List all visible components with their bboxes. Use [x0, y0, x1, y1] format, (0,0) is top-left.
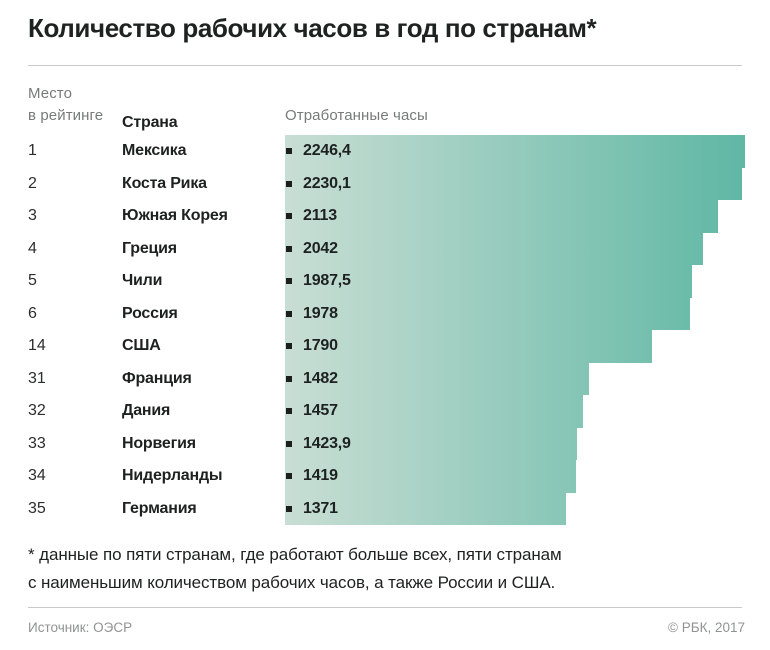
table-row: 34 Нидерланды 1419	[0, 460, 770, 493]
hours-bar: 1790	[285, 330, 652, 363]
rank-cell: 33	[28, 434, 46, 452]
table-row: 31 Франция 1482	[0, 362, 770, 395]
bottom-divider	[28, 607, 742, 608]
square-bullet-icon	[286, 310, 292, 317]
country-cell: Германия	[122, 499, 197, 517]
table-row: 14 США 1790	[0, 330, 770, 363]
country-cell: Южная Корея	[122, 207, 228, 224]
footnote: * данные по пяти странам, где работают б…	[28, 541, 742, 596]
hours-value: 2042	[303, 239, 338, 257]
hours-bar: 1371	[285, 492, 566, 525]
hours-bar: 2113	[285, 200, 718, 233]
hours-bar: 2042	[285, 232, 704, 265]
footnote-line1: * данные по пяти странам, где работают б…	[28, 545, 562, 564]
square-bullet-icon	[286, 473, 292, 480]
hours-bar: 1978	[285, 297, 690, 330]
column-header-hours: Отработанные часы	[285, 107, 428, 124]
column-header-country: Страна	[122, 114, 178, 131]
country-cell: Коста Рика	[122, 174, 207, 192]
rank-cell: 14	[28, 337, 46, 354]
rank-cell: 34	[28, 467, 46, 484]
rank-cell: 4	[28, 239, 37, 257]
hours-bar: 1457	[285, 395, 584, 428]
rank-cell: 3	[28, 207, 37, 224]
country-cell: Нидерланды	[122, 467, 223, 484]
country-cell: Норвегия	[122, 434, 196, 452]
country-cell: Дания	[122, 402, 171, 419]
country-cell: Франция	[122, 369, 192, 387]
column-header-rank-line1: Место	[28, 85, 73, 102]
square-bullet-icon	[286, 213, 292, 220]
square-bullet-icon	[286, 375, 292, 382]
hours-bar: 1423,9	[285, 427, 577, 460]
column-header-rank-line2: в рейтинге	[28, 107, 104, 124]
rank-cell: 35	[28, 499, 46, 517]
hours-value: 1482	[303, 369, 338, 387]
hours-value: 1790	[303, 337, 338, 355]
hours-value: 2246,4	[303, 142, 351, 160]
hours-bar: 2230,1	[285, 167, 742, 200]
table-row: 5 Чили 1987,5	[0, 265, 770, 298]
hours-value: 2113	[303, 207, 337, 225]
country-cell: Чили	[122, 272, 163, 289]
top-divider	[28, 65, 742, 66]
rank-cell: 31	[28, 369, 46, 387]
hours-bar: 1987,5	[285, 265, 692, 298]
table-row: 35 Германия 1371	[0, 492, 770, 525]
hours-value: 1423,9	[303, 434, 351, 452]
hours-value: 1371	[303, 499, 338, 517]
country-cell: Россия	[122, 304, 178, 322]
rank-cell: 6	[28, 304, 37, 322]
table-row: 32 Дания 1457	[0, 395, 770, 428]
square-bullet-icon	[286, 245, 292, 252]
hours-value: 1978	[303, 304, 338, 322]
bar-chart: 1 Мексика 2246,4 2 Коста Рика 2230,1 3 Южная Ко…	[0, 135, 770, 525]
hours-value: 1987,5	[303, 272, 351, 290]
hours-value: 2230,1	[303, 174, 351, 192]
square-bullet-icon	[286, 343, 292, 350]
footnote-line2: с наименьшим количеством рабочих часов, …	[28, 572, 556, 592]
square-bullet-icon	[286, 278, 292, 285]
square-bullet-icon	[286, 440, 292, 447]
table-row: 3 Южная Корея 2113	[0, 200, 770, 233]
square-bullet-icon	[286, 408, 292, 415]
country-cell: Греция	[122, 239, 177, 257]
copyright-label: © РБК, 2017	[668, 620, 745, 635]
table-row: 6 Россия 1978	[0, 297, 770, 330]
square-bullet-icon	[286, 180, 292, 187]
rank-cell: 2	[28, 174, 37, 192]
hours-bar: 1419	[285, 460, 576, 493]
hours-bar: 1482	[285, 362, 589, 395]
square-bullet-icon	[286, 505, 292, 512]
rank-cell: 1	[28, 142, 37, 159]
page-title: Количество рабочих часов в год по страна…	[28, 13, 597, 43]
hours-bar: 2246,4	[285, 135, 745, 168]
square-bullet-icon	[286, 148, 292, 155]
rank-cell: 32	[28, 402, 46, 419]
hours-value: 1457	[303, 402, 338, 420]
table-row: 4 Греция 2042	[0, 232, 770, 265]
country-cell: Мексика	[122, 142, 187, 159]
source-label: Источник: ОЭСР	[28, 620, 133, 635]
hours-value: 1419	[303, 467, 338, 485]
table-row: 2 Коста Рика 2230,1	[0, 167, 770, 200]
table-row: 1 Мексика 2246,4	[0, 135, 770, 168]
rank-cell: 5	[28, 272, 37, 289]
country-cell: США	[122, 337, 161, 354]
table-row: 33 Норвегия 1423,9	[0, 427, 770, 460]
